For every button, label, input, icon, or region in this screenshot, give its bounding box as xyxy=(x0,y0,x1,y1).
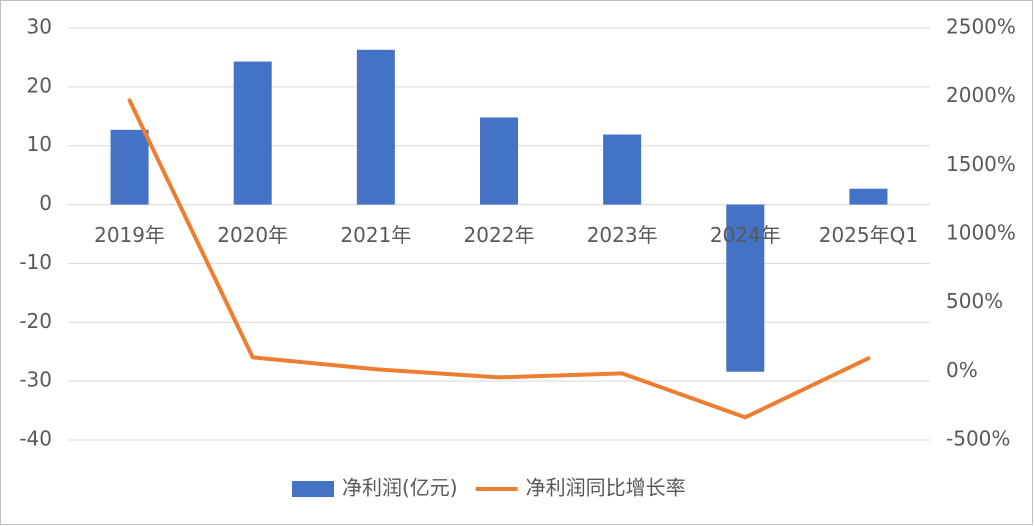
bar xyxy=(356,49,395,205)
y2-tick-label: 1000% xyxy=(946,221,1016,245)
y-tick-label: -40 xyxy=(19,427,52,451)
x-tick-label: 2022年 xyxy=(464,223,535,247)
y2-tick-label: 2000% xyxy=(946,83,1016,107)
bar xyxy=(603,134,642,205)
x-tick-label: 2020年 xyxy=(217,223,288,247)
y-tick-label: -20 xyxy=(19,309,52,333)
y-tick-label: 30 xyxy=(27,15,52,39)
line xyxy=(127,98,871,420)
y-tick-label: -30 xyxy=(19,368,52,392)
y2-tick-label: 1500% xyxy=(946,152,1016,176)
y-tick-label: -10 xyxy=(19,250,52,274)
bar xyxy=(110,129,149,205)
x-tick-label: 2025年Q1 xyxy=(819,223,918,247)
y2-tick-label: 0% xyxy=(946,358,978,382)
x-tick-label: 2019年 xyxy=(94,223,165,247)
y-tick-label: 0 xyxy=(39,191,52,215)
bar xyxy=(849,188,888,205)
legend-label: 净利润(亿元) xyxy=(342,476,458,500)
y2-tick-label: -500% xyxy=(946,427,1010,451)
bar xyxy=(233,61,272,205)
y2-tick-label: 500% xyxy=(946,289,1003,313)
bar xyxy=(480,117,518,205)
legend-label: 净利润同比增长率 xyxy=(526,476,686,500)
y-tick-label: 20 xyxy=(27,73,52,97)
x-tick-label: 2024年 xyxy=(710,223,781,247)
x-tick-label: 2021年 xyxy=(340,223,411,247)
bar xyxy=(726,204,765,372)
y-tick-label: 10 xyxy=(27,132,52,156)
x-tick-label: 2023年 xyxy=(587,223,658,247)
legend-swatch xyxy=(292,481,334,497)
y2-tick-label: 2500% xyxy=(946,15,1016,39)
